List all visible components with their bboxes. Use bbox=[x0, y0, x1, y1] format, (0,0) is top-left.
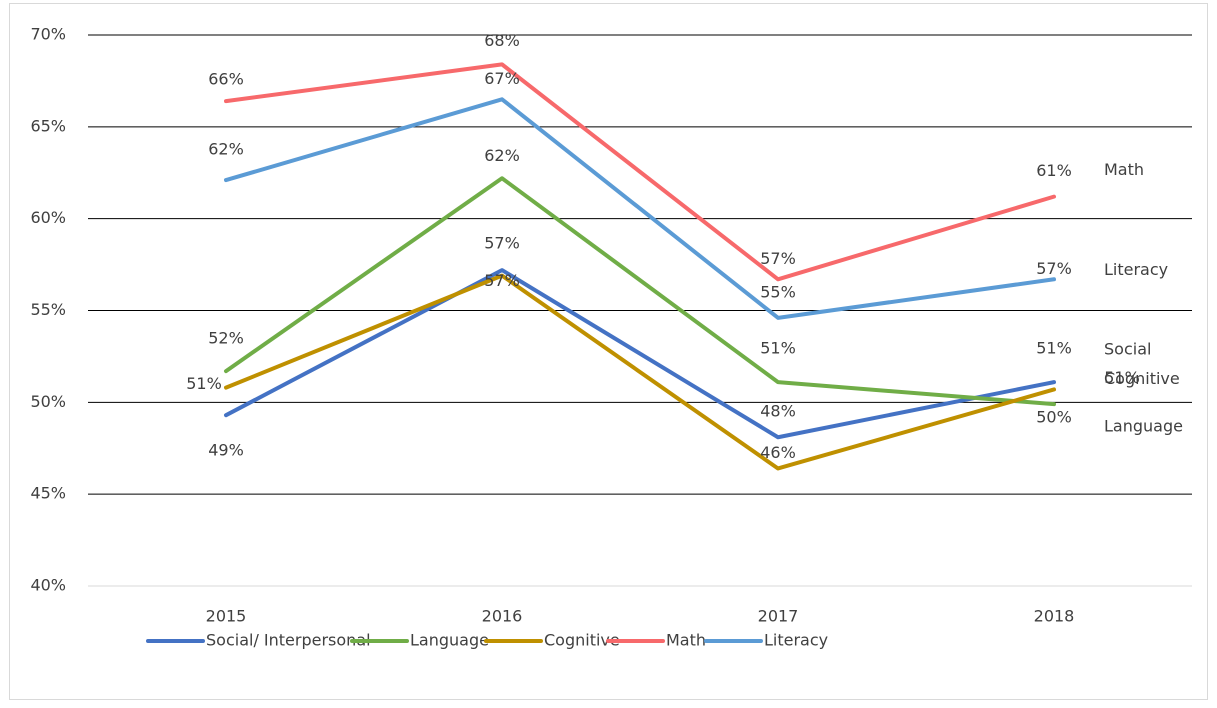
legend-label: Literacy bbox=[764, 631, 828, 650]
data-label: 62% bbox=[208, 140, 244, 159]
x-tick-label: 2017 bbox=[758, 607, 799, 626]
data-label: 57% bbox=[484, 234, 520, 253]
legend-label: Cognitive bbox=[544, 631, 620, 650]
data-label: 61% bbox=[1036, 161, 1072, 180]
data-label: 51% bbox=[186, 374, 222, 393]
y-tick-label: 55% bbox=[30, 300, 66, 319]
data-label: 50% bbox=[1036, 408, 1072, 427]
data-label: 57% bbox=[484, 271, 520, 290]
series-line bbox=[224, 62, 1056, 282]
series-line bbox=[224, 176, 1056, 407]
data-label: 66% bbox=[208, 70, 244, 89]
legend-label: Language bbox=[410, 631, 489, 650]
end-label: Language bbox=[1104, 417, 1183, 436]
x-tick-label: 2015 bbox=[206, 607, 247, 626]
data-label: 51% bbox=[1104, 368, 1140, 387]
series-line bbox=[224, 97, 1056, 320]
data-label: 48% bbox=[760, 402, 796, 421]
y-tick-label: 65% bbox=[30, 116, 66, 135]
y-tick-label: 70% bbox=[30, 25, 66, 44]
data-label: 68% bbox=[484, 31, 520, 50]
legend-label: Social/ Interpersonal bbox=[206, 631, 371, 650]
data-label: 46% bbox=[760, 443, 796, 462]
data-label: 67% bbox=[484, 69, 520, 88]
data-label: 51% bbox=[760, 339, 796, 358]
data-label: 52% bbox=[208, 329, 244, 348]
data-label: 55% bbox=[760, 282, 796, 301]
data-label: 62% bbox=[484, 146, 520, 165]
data-label: 57% bbox=[1036, 259, 1072, 278]
legend-label: Math bbox=[666, 631, 706, 650]
end-label: Cognitive bbox=[1104, 369, 1180, 388]
data-label: 49% bbox=[208, 441, 244, 460]
end-label: Social bbox=[1104, 340, 1151, 359]
y-tick-label: 45% bbox=[30, 484, 66, 503]
data-label: 51% bbox=[1036, 339, 1072, 358]
series-line bbox=[224, 268, 1056, 440]
x-tick-label: 2016 bbox=[482, 607, 523, 626]
y-tick-label: 40% bbox=[30, 576, 66, 595]
series-line bbox=[224, 273, 1056, 471]
end-label: Literacy bbox=[1104, 260, 1168, 279]
data-label: 57% bbox=[760, 249, 796, 268]
x-tick-label: 2018 bbox=[1034, 607, 1075, 626]
y-tick-label: 50% bbox=[30, 392, 66, 411]
y-tick-label: 60% bbox=[30, 208, 66, 227]
end-label: Math bbox=[1104, 160, 1144, 179]
